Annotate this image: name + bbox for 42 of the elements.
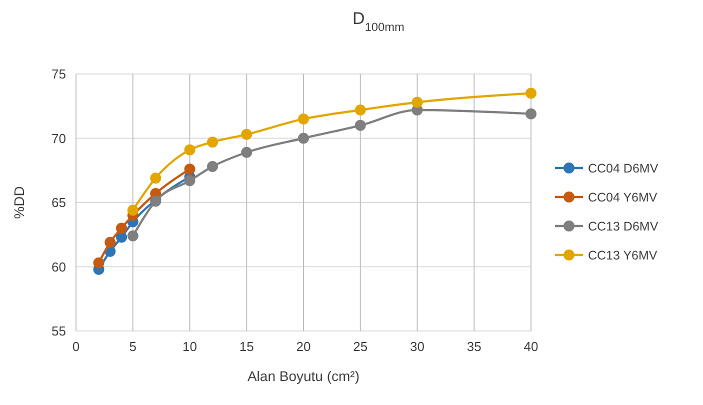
point xyxy=(116,222,127,234)
x-tick-label: 40 xyxy=(524,339,538,354)
point xyxy=(526,88,536,99)
y-tick-label: 65 xyxy=(52,195,66,210)
legend-label: CC04 D6MV xyxy=(588,161,659,176)
point xyxy=(184,144,196,156)
point xyxy=(184,175,196,186)
x-tick-label: 10 xyxy=(182,339,197,354)
x-tick-label: 25 xyxy=(353,339,368,354)
legend-label: CC13 Y6MV xyxy=(588,248,658,262)
point xyxy=(207,136,218,148)
x-tick-label: 20 xyxy=(296,339,311,354)
x-axis-title: Alan Boyutu (cm²) xyxy=(247,368,360,384)
point xyxy=(150,172,162,184)
point xyxy=(298,132,309,144)
chart-title: D$_{100mm}$ xyxy=(352,9,405,34)
point xyxy=(93,257,104,268)
y-tick-label: 75 xyxy=(52,66,66,82)
x-tick-label: 5 xyxy=(129,339,136,354)
point xyxy=(116,232,127,243)
x-tick-label: 30 xyxy=(410,339,424,354)
point xyxy=(354,120,366,131)
point xyxy=(241,146,252,158)
point xyxy=(127,230,138,242)
point xyxy=(104,236,116,248)
legend-label: CC13 D6MV xyxy=(588,219,659,234)
point xyxy=(298,113,309,124)
point xyxy=(241,128,252,140)
point xyxy=(207,161,218,172)
legend-label: CC04 Y6MV xyxy=(588,190,658,204)
point xyxy=(526,108,536,120)
x-tick-label: 15 xyxy=(239,339,254,354)
y-tick-label: 55 xyxy=(52,324,66,339)
x-tick-label: 0 xyxy=(72,339,80,354)
y-axis-title: %DD xyxy=(11,186,27,219)
x-tick-label: 35 xyxy=(466,339,482,354)
point xyxy=(127,204,138,216)
y-tick-label: 60 xyxy=(52,259,66,274)
y-tick-label: 70 xyxy=(52,130,66,146)
point xyxy=(184,164,196,175)
point xyxy=(354,104,366,116)
point xyxy=(412,96,423,108)
